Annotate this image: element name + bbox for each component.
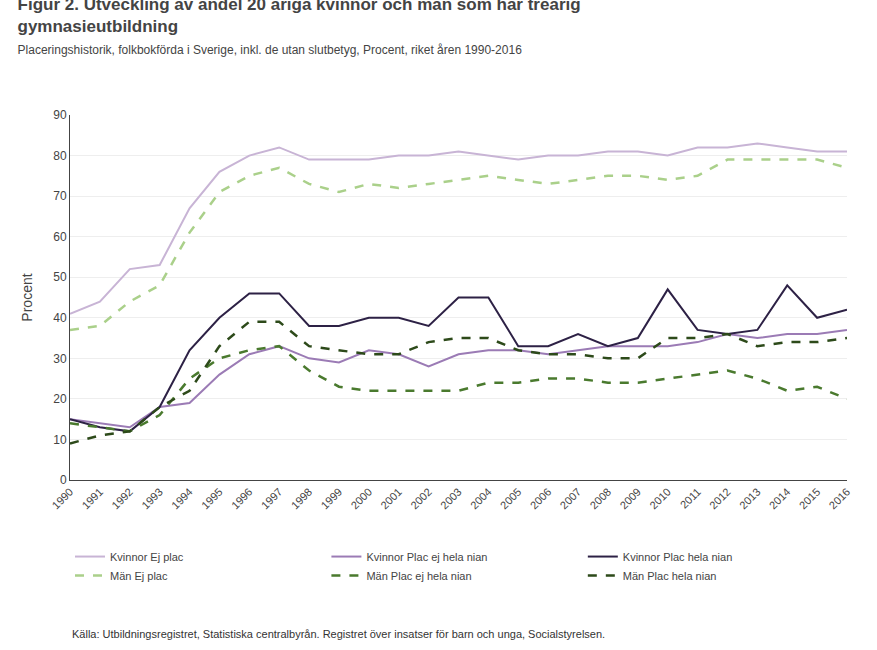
svg-text:2004: 2004 bbox=[468, 486, 494, 512]
svg-text:Män Plac hela nian: Män Plac hela nian bbox=[623, 570, 717, 582]
svg-text:2001: 2001 bbox=[378, 486, 404, 512]
svg-text:Män Ej plac: Män Ej plac bbox=[110, 570, 168, 582]
svg-text:2003: 2003 bbox=[438, 486, 464, 512]
svg-text:2007: 2007 bbox=[558, 486, 584, 512]
svg-text:2013: 2013 bbox=[737, 486, 763, 512]
svg-text:Kvinnor Plac hela nian: Kvinnor Plac hela nian bbox=[623, 551, 732, 563]
svg-text:2005: 2005 bbox=[498, 486, 524, 512]
svg-text:2011: 2011 bbox=[678, 486, 703, 511]
svg-text:Källa: Utbildningsregistret, S: Källa: Utbildningsregistret, Statistiska… bbox=[72, 628, 605, 640]
svg-text:2009: 2009 bbox=[617, 486, 643, 512]
svg-text:Kvinnor Plac ej hela nian: Kvinnor Plac ej hela nian bbox=[366, 551, 487, 563]
svg-text:1997: 1997 bbox=[259, 486, 285, 512]
svg-text:Procent: Procent bbox=[19, 273, 35, 321]
svg-text:90: 90 bbox=[53, 108, 67, 122]
svg-text:2010: 2010 bbox=[647, 486, 673, 512]
svg-text:70: 70 bbox=[53, 189, 67, 203]
svg-text:Figur 2. Utveckling av andel 2: Figur 2. Utveckling av andel 20 åriga kv… bbox=[18, 0, 581, 57]
svg-text:1994: 1994 bbox=[169, 486, 195, 512]
svg-text:1990: 1990 bbox=[50, 486, 76, 512]
svg-text:2012: 2012 bbox=[707, 486, 733, 512]
svg-text:Kvinnor Ej plac: Kvinnor Ej plac bbox=[110, 551, 184, 563]
svg-text:40: 40 bbox=[53, 311, 67, 325]
svg-text:2016: 2016 bbox=[827, 486, 853, 512]
svg-text:60: 60 bbox=[53, 230, 67, 244]
svg-text:2006: 2006 bbox=[528, 486, 554, 512]
svg-text:10: 10 bbox=[53, 433, 67, 447]
svg-text:2002: 2002 bbox=[408, 486, 434, 512]
svg-text:1992: 1992 bbox=[109, 486, 135, 512]
svg-text:1998: 1998 bbox=[289, 486, 315, 512]
svg-text:80: 80 bbox=[53, 149, 67, 163]
svg-text:50: 50 bbox=[53, 270, 67, 284]
svg-text:1996: 1996 bbox=[229, 486, 255, 512]
svg-text:1999: 1999 bbox=[318, 486, 344, 512]
svg-text:2015: 2015 bbox=[797, 486, 823, 512]
svg-text:1993: 1993 bbox=[139, 486, 165, 512]
svg-text:Män Plac ej hela nian: Män Plac ej hela nian bbox=[366, 570, 471, 582]
svg-text:30: 30 bbox=[53, 352, 67, 366]
svg-text:2014: 2014 bbox=[767, 486, 793, 512]
svg-text:1991: 1991 bbox=[79, 486, 105, 512]
svg-text:1995: 1995 bbox=[199, 486, 225, 512]
svg-text:0: 0 bbox=[60, 473, 67, 487]
svg-text:2008: 2008 bbox=[587, 486, 613, 512]
svg-text:20: 20 bbox=[53, 392, 67, 406]
svg-text:2000: 2000 bbox=[348, 486, 374, 512]
